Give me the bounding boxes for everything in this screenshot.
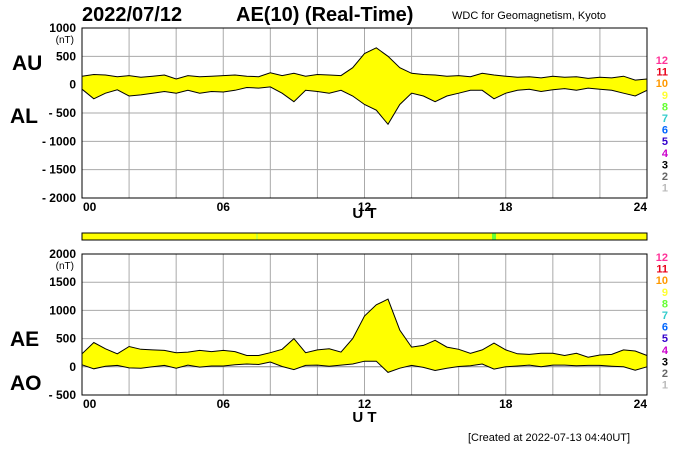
station-count-legend-10: 10 <box>656 275 668 287</box>
y-tick-label: - 2000 <box>42 191 76 205</box>
station-count-legend-6: 6 <box>662 125 668 137</box>
plot-frame <box>81 253 648 396</box>
station-count-legend-2: 2 <box>662 368 668 380</box>
chart-date-title: 2022/07/12 <box>82 4 183 26</box>
station-count-legend-7: 7 <box>662 113 668 125</box>
station-count-legend-2: 2 <box>662 171 668 183</box>
series-label-ae: AE <box>10 328 39 351</box>
station-count-legend-4: 4 <box>662 148 669 160</box>
y-tick-label: 1000 <box>49 21 76 35</box>
y-tick-label: 500 <box>56 49 76 63</box>
station-count-legend-3: 3 <box>662 356 668 368</box>
station-count-legend-8: 8 <box>662 298 668 310</box>
station-count-legend-8: 8 <box>662 101 668 113</box>
series-label-al: AL <box>10 105 38 128</box>
x-tick-label: 24 <box>634 397 648 411</box>
x-axis-label: U T <box>352 409 376 426</box>
y-tick-label: - 1000 <box>42 134 76 148</box>
x-tick-label: 18 <box>499 397 513 411</box>
x-tick-label: 06 <box>217 397 231 411</box>
station-count-legend-11: 11 <box>656 67 668 79</box>
station-count-legend-9: 9 <box>662 287 668 299</box>
series-line-ae <box>81 298 648 358</box>
x-tick-label: 00 <box>83 200 97 214</box>
range-fill-area <box>82 47 647 125</box>
x-tick-label: 12 <box>358 200 372 214</box>
series-line-ao <box>81 360 648 373</box>
station-count-legend-3: 3 <box>662 159 668 171</box>
station-count-legend-11: 11 <box>656 264 668 276</box>
station-count-legend-9: 9 <box>662 90 668 102</box>
x-tick-label: 24 <box>634 200 648 214</box>
station-count-legend-4: 4 <box>662 345 669 357</box>
y-tick-label: 1000 <box>49 303 76 317</box>
chart-main-title: AE(10) (Real-Time) <box>236 4 414 26</box>
y-axis-unit: (nT) <box>56 261 74 272</box>
y-tick-label: - 1500 <box>42 163 76 177</box>
x-tick-label: 12 <box>358 397 372 411</box>
x-tick-label: 00 <box>83 397 97 411</box>
y-tick-label: - 500 <box>49 388 77 402</box>
station-coverage-gap-marker <box>256 233 258 240</box>
station-count-legend-7: 7 <box>662 310 668 322</box>
station-count-legend-10: 10 <box>656 78 668 90</box>
creation-timestamp: [Created at 2022-07-13 04:40UT] <box>468 432 631 444</box>
station-count-legend-12: 12 <box>656 55 668 67</box>
series-label-ao: AO <box>10 372 42 395</box>
station-coverage-bar <box>81 232 648 241</box>
series-line-au <box>81 47 648 81</box>
station-count-legend-5: 5 <box>662 333 668 345</box>
station-count-legend-12: 12 <box>656 252 668 264</box>
y-tick-label: 500 <box>56 332 76 346</box>
data-source-label: WDC for Geomagnetism, Kyoto <box>452 10 607 22</box>
series-line-al <box>81 86 648 126</box>
x-axis-label: U T <box>352 205 376 222</box>
y-tick-label: 0 <box>69 360 76 374</box>
y-axis-unit: (nT) <box>56 35 74 46</box>
station-count-legend-1: 1 <box>662 183 668 195</box>
station-count-legend-6: 6 <box>662 322 668 334</box>
y-tick-label: 2000 <box>49 247 76 261</box>
range-fill-area <box>82 299 647 373</box>
x-tick-label: 18 <box>499 200 513 214</box>
x-tick-label: 06 <box>217 200 231 214</box>
station-coverage-gap-marker <box>492 233 496 240</box>
plot-frame <box>81 27 648 199</box>
y-tick-label: 1500 <box>49 275 76 289</box>
y-tick-label: 0 <box>69 78 76 92</box>
series-label-au: AU <box>12 52 42 75</box>
y-tick-label: - 500 <box>49 106 77 120</box>
station-count-legend-5: 5 <box>662 136 668 148</box>
station-count-legend-1: 1 <box>662 380 668 392</box>
